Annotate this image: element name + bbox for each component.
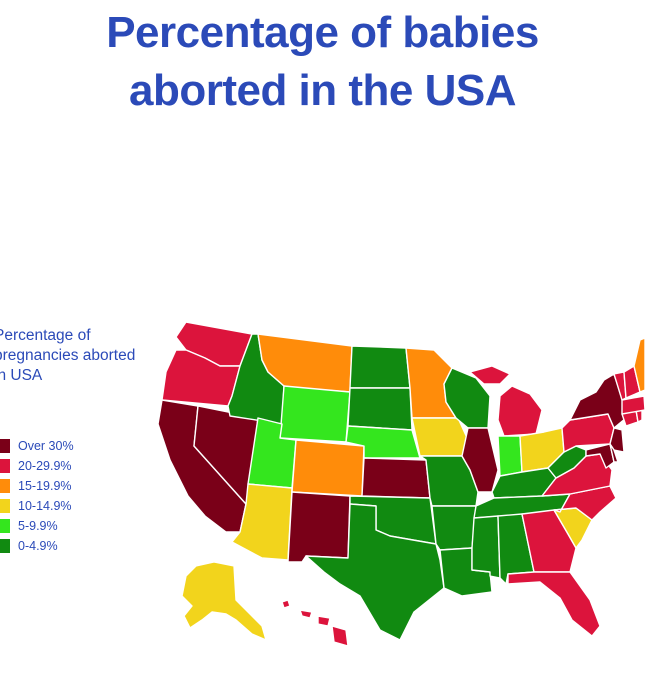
title-line-1: Percentage of babies — [106, 8, 539, 57]
legend-title: Percentage of pregnancies aborted in USA — [0, 326, 164, 386]
state-HI-3 — [317, 615, 331, 627]
legend-item: 5-9.9% — [0, 516, 74, 536]
legend-swatch — [0, 459, 10, 473]
state-IA — [411, 417, 469, 457]
title-line-2: aborted in the USA — [128, 66, 517, 115]
state-DE — [609, 443, 619, 463]
legend-swatch — [0, 519, 10, 533]
legend-item: 15-19.9% — [0, 476, 74, 496]
legend-swatch — [0, 439, 10, 453]
legend-label: 20-29.9% — [18, 459, 72, 473]
state-SD — [347, 387, 413, 431]
state-ND — [349, 345, 411, 389]
legend-label: 5-9.9% — [18, 519, 58, 533]
state-MA — [621, 395, 645, 415]
legend-swatch — [0, 539, 10, 553]
state-WY — [279, 385, 351, 443]
state-WV — [547, 445, 587, 479]
state-CO — [291, 439, 365, 497]
legend-swatch — [0, 479, 10, 493]
legend-label: Over 30% — [18, 439, 74, 453]
state-ME — [633, 337, 645, 393]
page-title: Percentage of babies aborted in the USA — [0, 4, 645, 120]
state-FL — [507, 571, 601, 637]
legend-label: 15-19.9% — [18, 479, 72, 493]
state-AK — [181, 561, 267, 641]
alaska-inset-border — [180, 551, 267, 640]
state-TX — [305, 503, 445, 641]
legend-label: 0-4.9% — [18, 539, 58, 553]
legend-title-line-2: pregnancies aborted — [0, 347, 136, 364]
state-NJ — [609, 427, 625, 453]
state-HI-4 — [331, 625, 349, 647]
legend-swatch — [0, 499, 10, 513]
legend-item: 0-4.9% — [0, 536, 74, 556]
state-NM — [287, 491, 351, 563]
state-KS — [361, 457, 431, 499]
state-MI-up — [469, 365, 511, 385]
state-MS — [471, 515, 501, 579]
legend-item: 20-29.9% — [0, 456, 74, 476]
state-HI-1 — [281, 599, 291, 609]
legend-title-line-1: Percentage of — [0, 327, 91, 344]
legend: Over 30% 20-29.9% 15-19.9% 10-14.9% 5-9.… — [0, 436, 74, 556]
legend-title-line-3: in USA — [0, 367, 43, 384]
state-MI — [497, 385, 543, 437]
state-IL — [461, 427, 499, 493]
legend-item: Over 30% — [0, 436, 74, 456]
state-IN — [497, 435, 523, 477]
state-HI-2 — [299, 609, 313, 619]
legend-item: 10-14.9% — [0, 496, 74, 516]
state-AR — [431, 505, 477, 551]
legend-label: 10-14.9% — [18, 499, 72, 513]
